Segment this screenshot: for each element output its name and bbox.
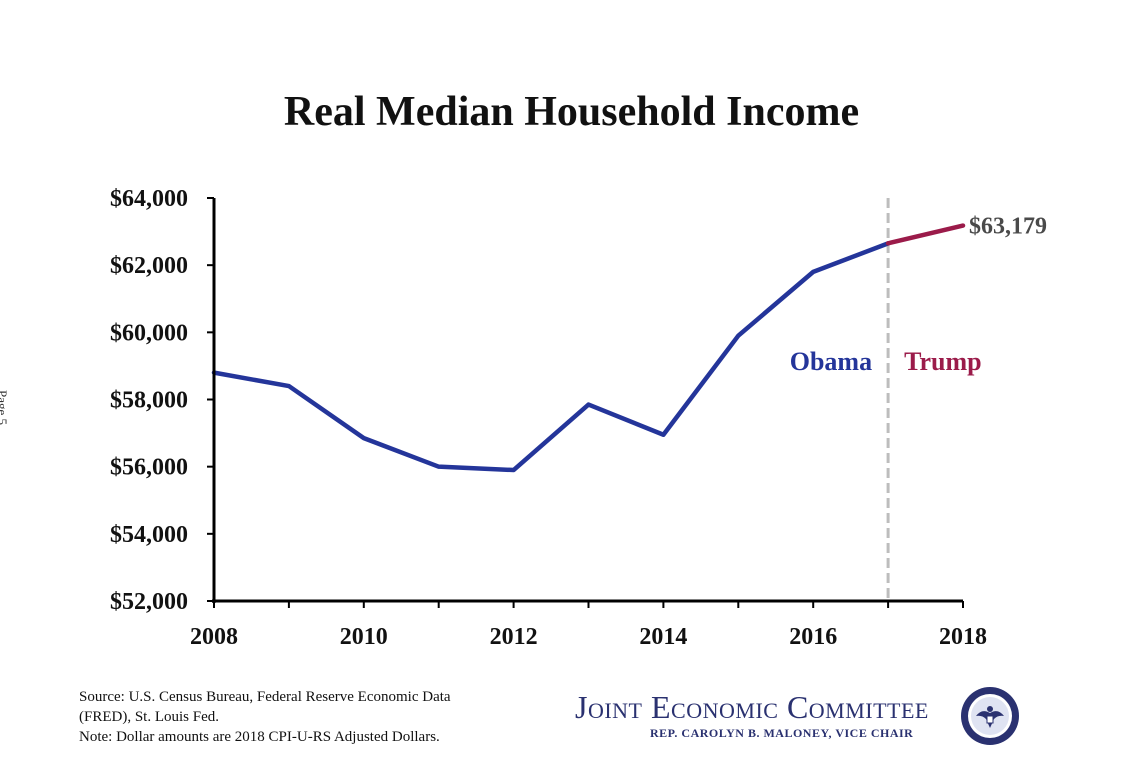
series-line-trump — [885, 223, 966, 246]
page-side-mark: Page 5 — [0, 390, 10, 426]
source-line-2: (FRED), St. Louis Fed. — [79, 709, 220, 725]
x-axis: 2008 2010 2012 2014 2016 2018 — [190, 601, 987, 650]
obama-label: Obama — [790, 347, 872, 376]
y-tick-label: $60,000 — [110, 320, 188, 346]
y-tick-label: $62,000 — [110, 253, 188, 279]
y-tick-label: $56,000 — [110, 455, 188, 481]
x-tick-label: 2008 — [190, 624, 238, 650]
logo-title: Joint Economic Committee — [575, 689, 929, 725]
y-tick-label: $64,000 — [110, 186, 188, 212]
congress-seal-icon — [961, 687, 1019, 745]
series-line-obama — [211, 241, 891, 473]
source-note: Source: U.S. Census Bureau, Federal Rese… — [79, 687, 549, 747]
jec-logo: Joint Economic Committee REP. CAROLYN B.… — [575, 690, 955, 741]
x-tick-label: 2012 — [490, 624, 538, 650]
y-tick-label: $52,000 — [110, 589, 188, 615]
x-tick-label: 2010 — [340, 624, 388, 650]
logo-subtitle: REP. CAROLYN B. MALONEY, VICE CHAIR — [650, 726, 914, 740]
series-layer — [211, 223, 966, 473]
x-tick-label: 2018 — [939, 624, 987, 650]
x-tick-label: 2016 — [789, 624, 837, 650]
source-line-1: Source: U.S. Census Bureau, Federal Rese… — [79, 689, 451, 705]
line-chart: $64,000 $62,000 $60,000 $58,000 $56,000 $54,0… — [110, 186, 1047, 650]
adjustment-note: Note: Dollar amounts are 2018 CPI-U-RS A… — [79, 729, 440, 745]
trump-label: Trump — [904, 347, 982, 376]
y-axis: $64,000 $62,000 $60,000 $58,000 $56,000 $54,0… — [110, 186, 214, 615]
y-tick-label: $58,000 — [110, 388, 188, 414]
end-value-label: $63,179 — [969, 214, 1047, 240]
x-tick-label: 2014 — [639, 624, 687, 650]
chart-title: Real Median Household Income — [283, 89, 860, 135]
y-tick-label: $54,000 — [110, 522, 188, 548]
